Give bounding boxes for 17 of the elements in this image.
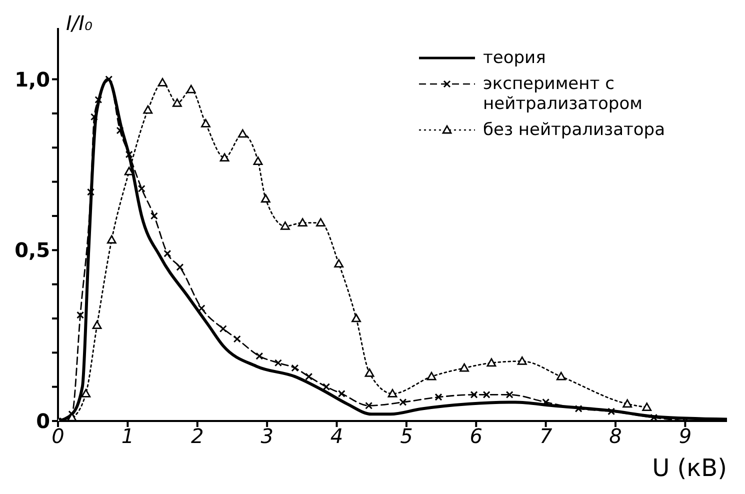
x-axis-title: U (кВ) — [652, 454, 727, 482]
y-axis-title: I/I₀ — [66, 11, 93, 36]
x-tick-label: 5 — [400, 424, 413, 448]
x-tick-label: 2 — [191, 424, 204, 448]
y-tick-label: 1,0 — [14, 67, 50, 92]
x-tick-label: 1 — [121, 424, 134, 448]
x-tick-label: 3 — [260, 424, 274, 448]
x-tick-label: 7 — [539, 424, 552, 448]
x-tick-label: 8 — [609, 424, 622, 448]
legend-label: эксперимент с нейтрализатором — [483, 74, 644, 114]
x-tick-label: 9 — [678, 424, 692, 448]
y-tick-label: 0,5 — [14, 238, 50, 262]
x-tick-label: 6 — [470, 424, 482, 448]
x-tick-label: 4 — [330, 424, 344, 448]
legend-label: теория — [483, 48, 547, 68]
legend-label: без нейтрализатора — [483, 120, 666, 140]
y-tick-label: 0 — [36, 409, 50, 434]
